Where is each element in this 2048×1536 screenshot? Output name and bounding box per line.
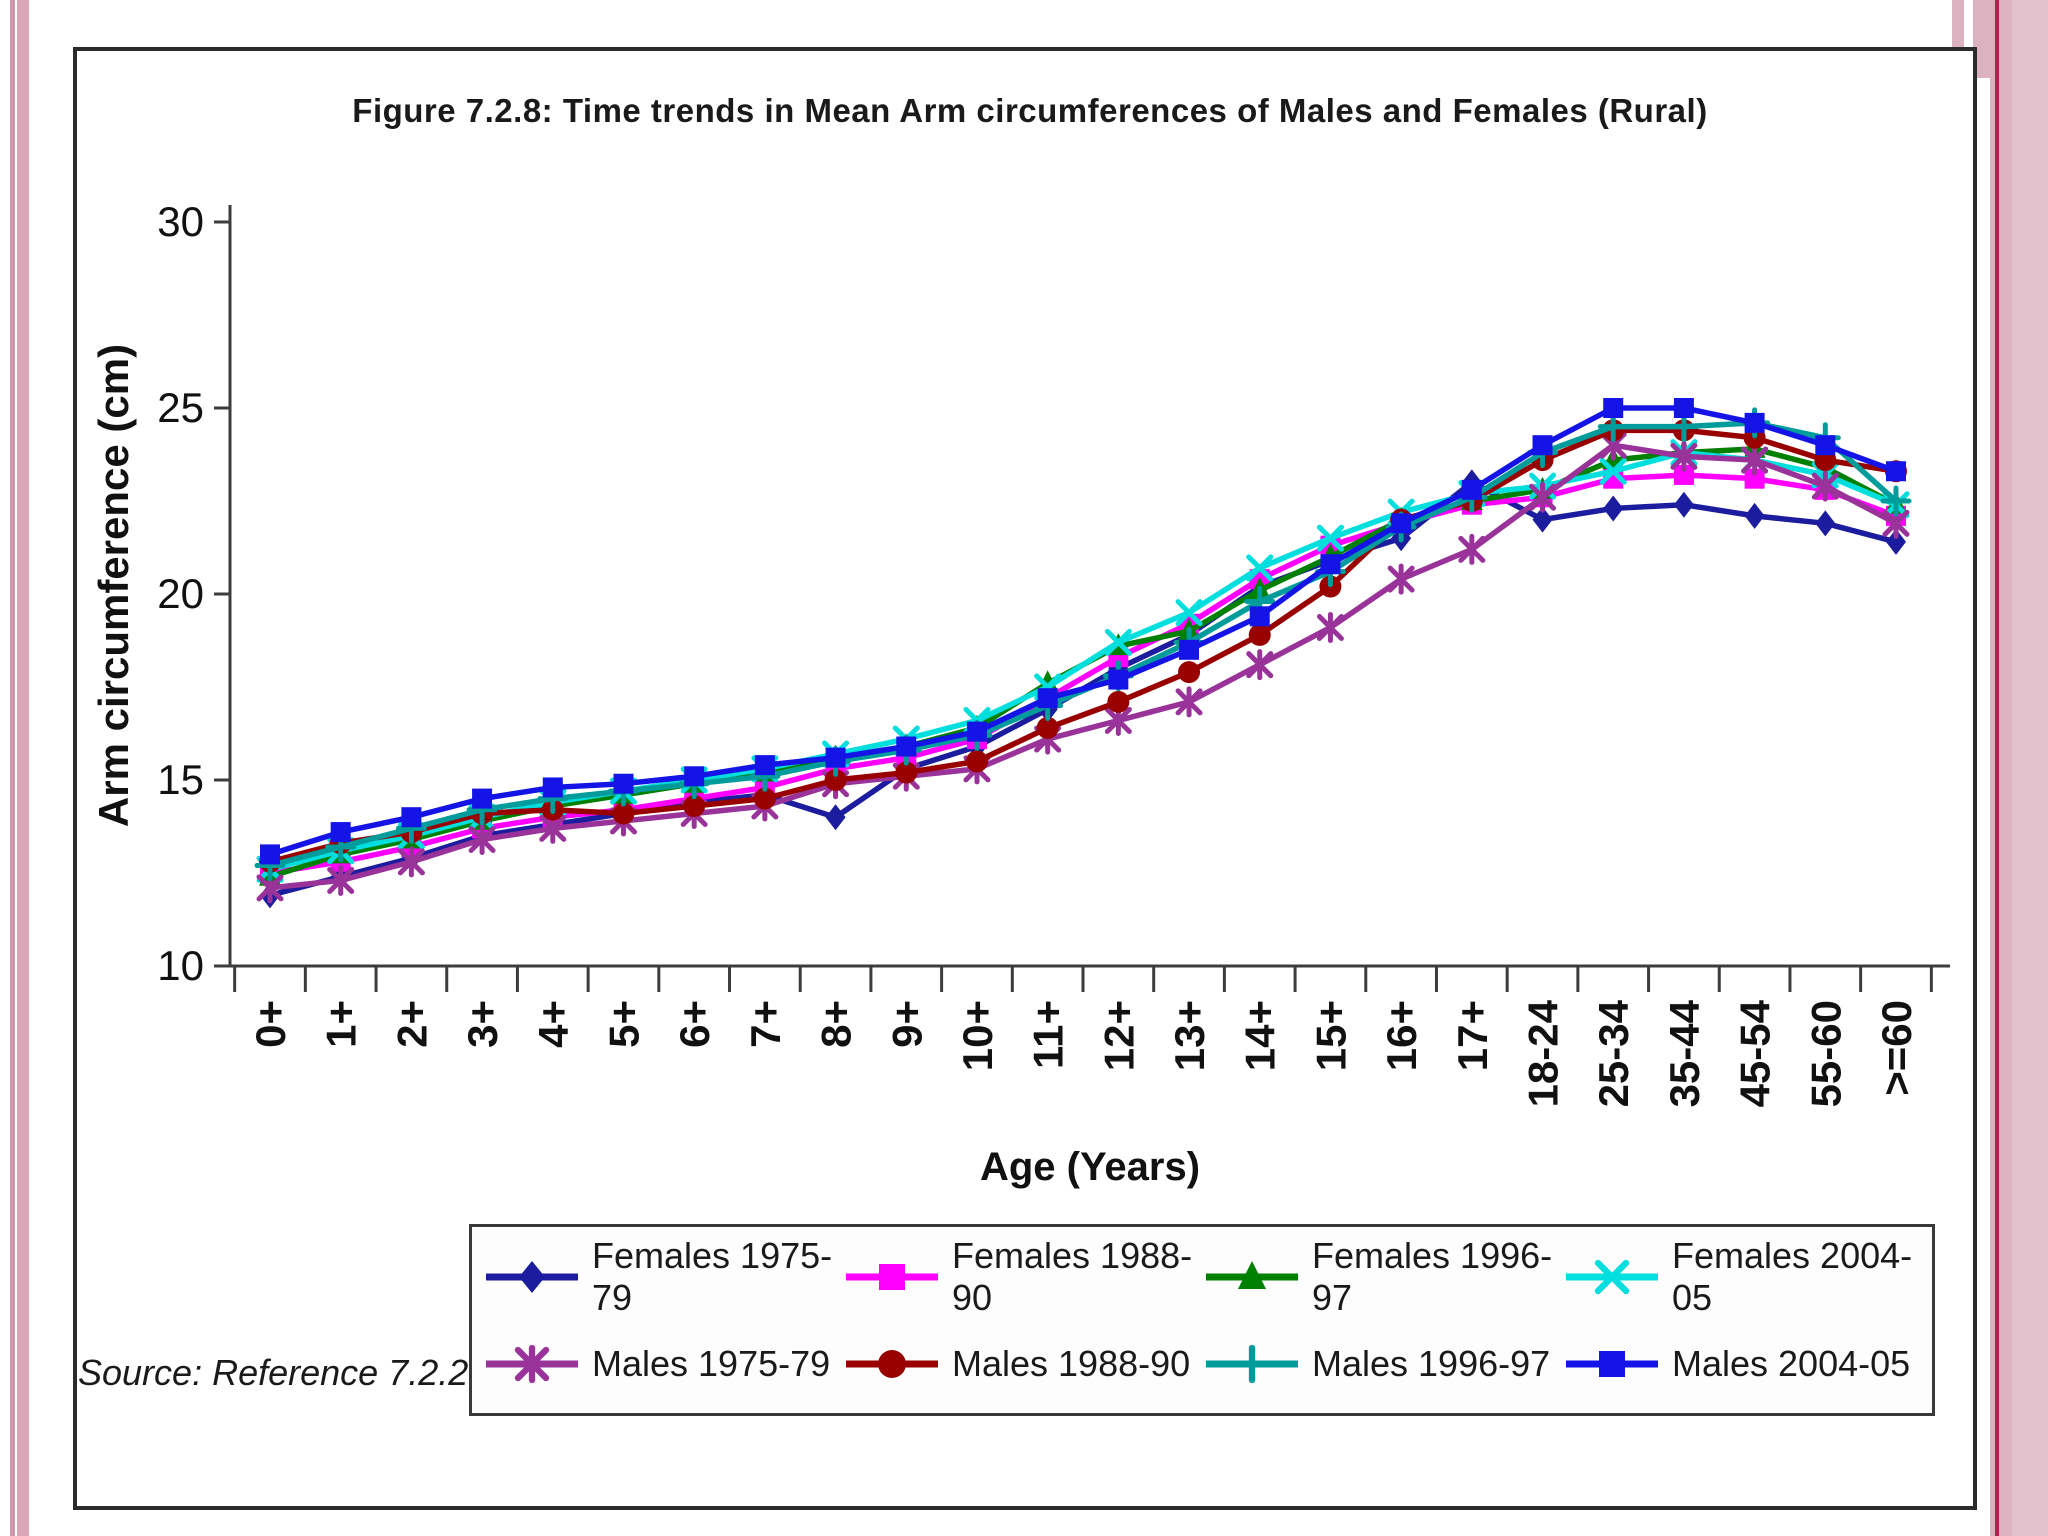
legend-marker-square-icon [1566,1350,1658,1377]
x-tick-label: 16+ [1378,1000,1425,1071]
right-border-crimson-line [1995,0,1999,1536]
y-tick-label: 25 [157,384,204,431]
x-tick-label: 13+ [1166,1000,1213,1071]
legend-marker-x-icon [1566,1259,1658,1294]
legend-item-males-2004-05: Males 2004-05 [1562,1342,1922,1386]
left-border-stripe-wide [17,0,29,1536]
legend-label: Males 1988-90 [952,1342,1191,1384]
legend-marker-asterisk-icon [486,1344,578,1383]
x-tick-label: 2+ [388,1000,435,1048]
x-tick-label: 35-44 [1661,999,1708,1107]
legend-label: Females 2004-05 [1672,1234,1913,1318]
legend-item-males-1988-90: Males 1988-90 [842,1342,1202,1386]
legend-item-females-2004-05: Females 2004-05 [1562,1235,1922,1319]
series-males-1996-97 [254,407,1912,882]
x-tick-label: 17+ [1449,1000,1496,1071]
x-tick-label: 4+ [530,1000,577,1048]
y-tick-label: 10 [157,942,204,989]
x-tick-label: 25-34 [1590,999,1637,1107]
legend-marker-triangle-icon [1206,1260,1298,1289]
x-tick-label: 1+ [318,1000,365,1048]
top-right-tab-notch [1964,0,1973,78]
x-tick-label: 55-60 [1802,1000,1849,1107]
legend-item-females-1996-97: Females 1996-97 [1202,1235,1562,1319]
x-axis-title: Age (Years) [980,1145,1200,1189]
y-axis-title: Arm circumference (cm) [90,344,137,827]
x-tick-label: 6+ [671,1000,718,1048]
legend-marker-square-icon [846,1263,938,1290]
x-tick-label: 11+ [1025,1000,1072,1069]
source-note: Source: Reference 7.2.2 [78,1352,469,1393]
x-tick-label: 12+ [1095,1000,1142,1071]
series-males-1975-79 [256,429,1910,904]
legend-marker-plus-icon [1206,1344,1298,1383]
x-tick-label: 7+ [742,1000,789,1048]
legend-marker-circle-icon [846,1349,938,1378]
legend-label: Females 1975-79 [592,1234,833,1318]
x-tick-label: 14+ [1237,1000,1284,1071]
legend-label: Males 1996-97 [1312,1342,1551,1384]
x-tick-label: 15+ [1307,1000,1354,1071]
x-tick-label: 5+ [600,1000,647,1048]
x-tick-label: >=60 [1873,1000,1920,1096]
series-males-2004-05 [260,398,1906,865]
legend-marker-diamond-icon [486,1260,578,1293]
y-tick-label: 30 [157,198,204,245]
x-tick-label: 8+ [813,1000,860,1048]
chart-title: Figure 7.2.8: Time trends in Mean Arm ci… [352,92,1708,129]
y-tick-label: 20 [157,570,204,617]
x-tick-label: 10+ [954,1000,1001,1071]
left-border-stripe-thin [10,0,15,1536]
legend-item-females-1988-90: Females 1988-90 [842,1235,1202,1319]
x-tick-label: 3+ [459,1000,506,1048]
legend-item-males-1975-79: Males 1975-79 [482,1342,842,1386]
y-tick-label: 15 [157,756,204,803]
legend-item-males-1996-97: Males 1996-97 [1202,1342,1562,1386]
chart-legend: Females 1975-79 Females 1988-90 Females 19… [469,1224,1935,1416]
x-tick-label: 18-24 [1520,999,1567,1107]
x-tick-label: 0+ [247,1000,294,1048]
legend-label: Females 1988-90 [952,1234,1193,1318]
x-tick-label: 9+ [883,1000,930,1048]
legend-label: Males 1975-79 [592,1342,831,1384]
right-border-band-light [2012,0,2048,1536]
legend-label: Males 2004-05 [1672,1342,1911,1384]
series-females-1988-90 [260,464,1906,883]
legend-label: Females 1996-97 [1312,1234,1553,1318]
x-tick-label: 45-54 [1732,999,1779,1107]
legend-item-females-1975-79: Females 1975-79 [482,1235,842,1319]
